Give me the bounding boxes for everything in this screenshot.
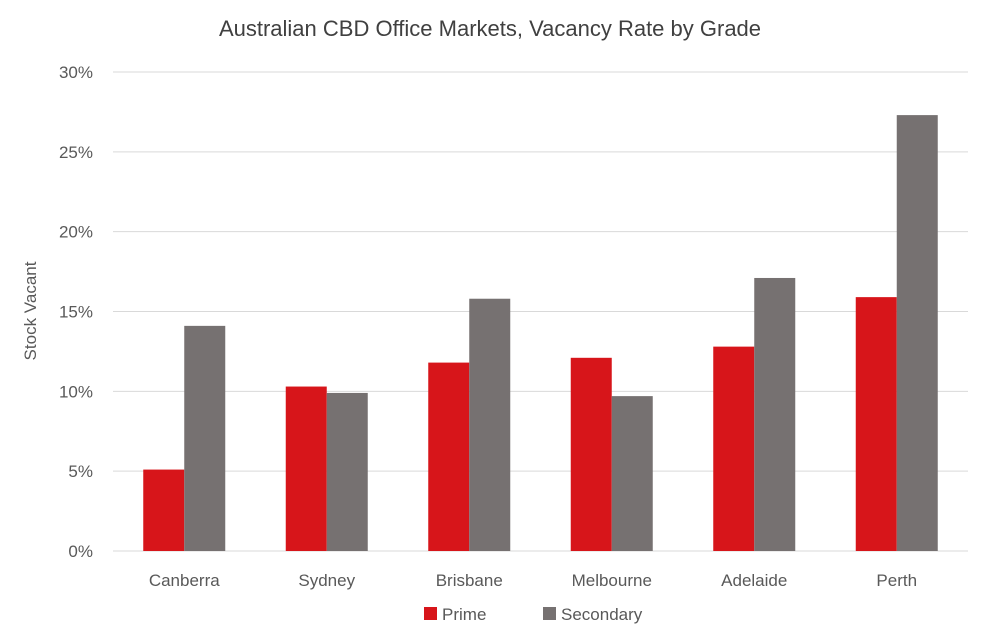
y-tick-label: 15% — [59, 303, 93, 322]
y-tick-label: 10% — [59, 382, 93, 401]
gridlines — [113, 71, 968, 552]
legend-swatch-prime — [424, 607, 437, 620]
x-tick-label: Canberra — [149, 571, 220, 590]
bar-secondary-brisbane — [469, 298, 511, 551]
bars — [143, 115, 938, 552]
bar-prime-canberra — [143, 469, 185, 551]
bar-prime-adelaide — [713, 346, 755, 551]
y-tick-label: 30% — [59, 63, 93, 82]
legend-label-secondary: Secondary — [561, 605, 643, 624]
legend-label-prime: Prime — [442, 605, 486, 624]
legend: Prime Secondary — [424, 605, 643, 624]
y-axis-label: Stock Vacant — [21, 261, 40, 360]
bar-secondary-canberra — [184, 325, 226, 551]
bar-prime-brisbane — [428, 362, 470, 551]
bar-secondary-sydney — [326, 392, 368, 551]
bar-secondary-melbourne — [611, 396, 653, 551]
legend-swatch-secondary — [543, 607, 556, 620]
x-tick-label: Brisbane — [436, 571, 503, 590]
bar-prime-perth — [855, 297, 897, 551]
bar-secondary-perth — [896, 115, 938, 552]
bar-prime-melbourne — [570, 357, 612, 551]
x-tick-label: Perth — [876, 571, 917, 590]
x-tick-label: Melbourne — [572, 571, 652, 590]
bar-prime-sydney — [285, 386, 327, 551]
x-axis-ticks: Canberra Sydney Brisbane Melbourne Adelaide P… — [149, 571, 917, 590]
bar-secondary-adelaide — [754, 277, 796, 551]
x-tick-label: Sydney — [298, 571, 355, 590]
chart-title: Australian CBD Office Markets, Vacancy R… — [219, 16, 761, 41]
y-tick-label: 0% — [68, 542, 93, 561]
y-axis-ticks: 0% 5% 10% 15% 20% 25% 30% — [59, 63, 93, 561]
y-tick-label: 20% — [59, 223, 93, 242]
x-tick-label: Adelaide — [721, 571, 787, 590]
y-tick-label: 5% — [68, 462, 93, 481]
y-tick-label: 25% — [59, 143, 93, 162]
